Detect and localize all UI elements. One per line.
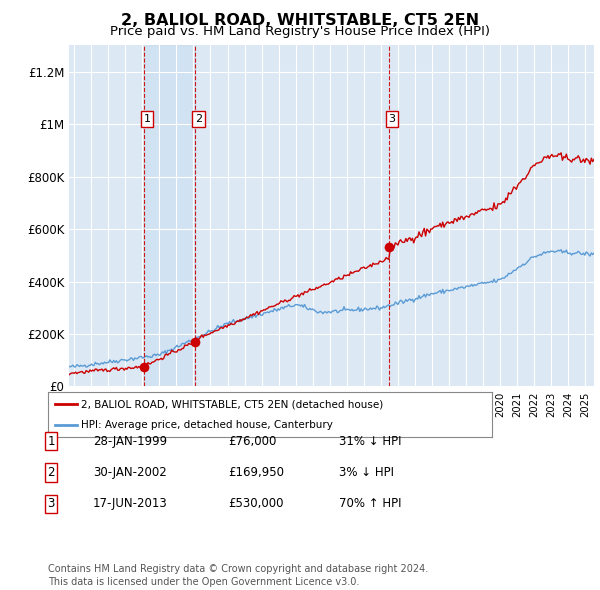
Text: 2: 2: [194, 114, 202, 124]
Text: 1: 1: [47, 435, 55, 448]
Text: £76,000: £76,000: [228, 435, 277, 448]
Text: 3% ↓ HPI: 3% ↓ HPI: [339, 466, 394, 479]
Text: 2, BALIOL ROAD, WHITSTABLE, CT5 2EN (detached house): 2, BALIOL ROAD, WHITSTABLE, CT5 2EN (det…: [82, 399, 383, 409]
Text: 17-JUN-2013: 17-JUN-2013: [93, 497, 168, 510]
Text: 31% ↓ HPI: 31% ↓ HPI: [339, 435, 401, 448]
Text: 3: 3: [389, 114, 395, 124]
Text: 30-JAN-2002: 30-JAN-2002: [93, 466, 167, 479]
Text: 2, BALIOL ROAD, WHITSTABLE, CT5 2EN: 2, BALIOL ROAD, WHITSTABLE, CT5 2EN: [121, 13, 479, 28]
Text: £530,000: £530,000: [228, 497, 284, 510]
Text: 2: 2: [47, 466, 55, 479]
Text: 70% ↑ HPI: 70% ↑ HPI: [339, 497, 401, 510]
Text: 28-JAN-1999: 28-JAN-1999: [93, 435, 167, 448]
Text: 3: 3: [47, 497, 55, 510]
Text: 1: 1: [143, 114, 151, 124]
Text: £169,950: £169,950: [228, 466, 284, 479]
Bar: [143, 45, 195, 386]
Text: HPI: Average price, detached house, Canterbury: HPI: Average price, detached house, Cant…: [82, 419, 333, 430]
Text: Price paid vs. HM Land Registry's House Price Index (HPI): Price paid vs. HM Land Registry's House …: [110, 25, 490, 38]
Text: Contains HM Land Registry data © Crown copyright and database right 2024.
This d: Contains HM Land Registry data © Crown c…: [48, 564, 428, 587]
